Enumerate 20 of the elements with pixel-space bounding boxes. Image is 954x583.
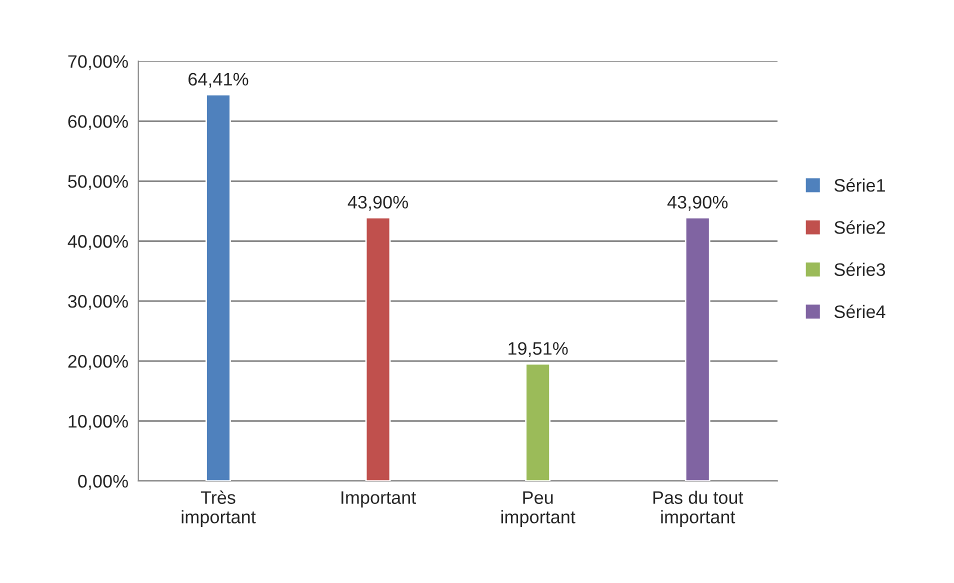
- y-tick-label: 40,00%: [68, 235, 128, 250]
- legend-label: Série3: [834, 262, 886, 276]
- x-tick-label: Pas du tout important: [653, 490, 744, 527]
- y-tick-label: 10,00%: [68, 414, 128, 430]
- y-tick-label: 0,00%: [78, 474, 128, 490]
- data-label: 43,90%: [348, 196, 408, 211]
- y-tick-label: 50,00%: [68, 175, 128, 190]
- y-tick-label: 70,00%: [68, 55, 128, 70]
- legend-label: Série2: [834, 220, 885, 234]
- y-tick-label: 30,00%: [68, 295, 128, 310]
- x-tick-label: Très important: [182, 490, 256, 527]
- data-label: 64,41%: [188, 72, 248, 88]
- legend-label: Série4: [834, 304, 886, 318]
- data-label: 43,90%: [667, 196, 728, 211]
- legend-label: Série1: [834, 178, 885, 192]
- x-tick-label: Peu important: [501, 491, 576, 527]
- y-tick-label: 20,00%: [68, 354, 128, 370]
- x-tick-label: Important: [342, 491, 416, 508]
- y-tick-label: 60,00%: [68, 115, 128, 130]
- data-label: 19,51%: [508, 342, 568, 357]
